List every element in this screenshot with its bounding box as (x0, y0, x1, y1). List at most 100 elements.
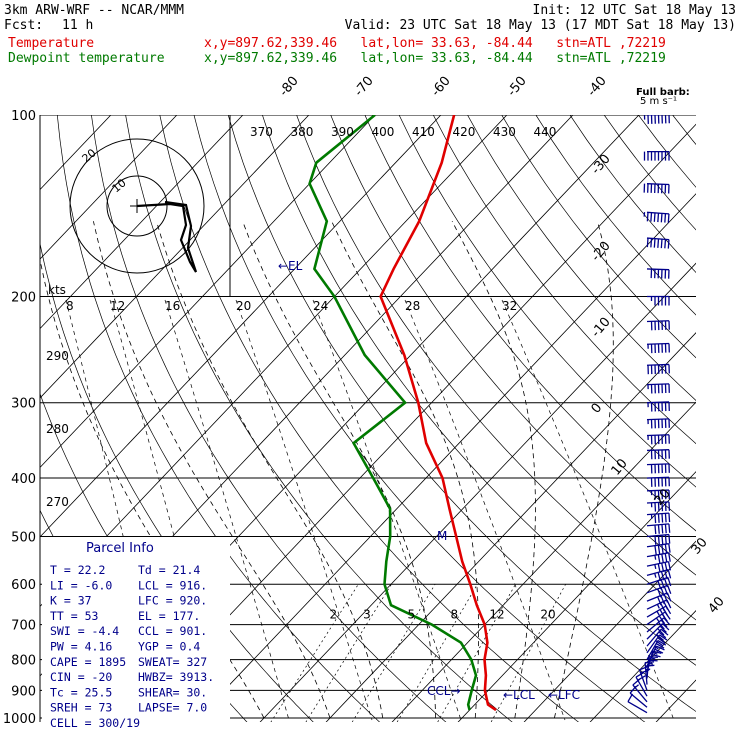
forecast-label: Fcst: (4, 18, 44, 33)
mixing-line-3 (305, 584, 392, 722)
isotherm-20 (457, 471, 696, 722)
pressure-label-500: 500 (11, 530, 36, 545)
mixing-line-2 (270, 584, 359, 722)
isotherm-0 (325, 332, 696, 722)
speed-curve-24 (312, 299, 462, 721)
wind-barb-flag-580-2 (660, 571, 665, 581)
wind-barb-flag-600-2 (660, 579, 665, 589)
wind-barb-flag-145-0 (667, 213, 670, 223)
mixing-line-8 (396, 584, 478, 722)
wind-barb-flag-760-0 (660, 628, 669, 636)
wind-barb-flag-160-1 (664, 239, 667, 249)
theta-label-390: 390 (331, 125, 354, 139)
temp-label--10: -10 (589, 315, 614, 341)
pressure-label-200: 200 (11, 291, 36, 306)
parcel-row-right-7: HWBZ= 3913. (138, 670, 214, 684)
wind-barb-flag-480-3 (657, 524, 660, 534)
isotherm-10 (391, 401, 696, 722)
pressure-label-400: 400 (11, 472, 36, 487)
wind-barb-960 (629, 692, 648, 708)
wind-barb-flag-540-1 (664, 553, 668, 563)
wind-barb-flag-520-4 (654, 545, 657, 555)
dry-adiabat-340 (262, 115, 696, 666)
wind-barb-380 (646, 463, 670, 466)
pressure-label-600: 600 (11, 578, 36, 593)
dry-adiabat-400 (467, 115, 696, 401)
hodograph-ring-20 (69, 138, 205, 274)
dry-adiabat-280 (56, 115, 381, 722)
forecast-hour: 11 h (62, 18, 94, 33)
wind-barb-flag-640-2 (660, 595, 665, 605)
parcel-row-left-2: K = 37 (50, 594, 92, 608)
dry-adiabat-360 (330, 115, 696, 576)
moist-adiabat-28 (451, 221, 536, 719)
wind-barb-flag-860-0 (648, 655, 658, 659)
wind-barb-flag-920-0 (635, 672, 645, 678)
wind-barb-flag-580-1 (664, 570, 668, 580)
wind-barb-480 (646, 523, 669, 527)
wind-barb-flag-145-1 (664, 213, 667, 223)
wind-barb-flag-480-0 (668, 523, 671, 533)
wind-barb-flag-840-2 (650, 657, 656, 660)
parcel-row-left-10: CELL = 300/19 (50, 716, 140, 730)
wind-barb-flag-620-1 (663, 586, 669, 596)
mixing-label-12: 12 (489, 608, 504, 622)
temp-label--40: -40 (585, 74, 610, 100)
moist-adiabat-0 (93, 221, 331, 719)
parcel-row-left-0: T = 22.2 (50, 563, 105, 577)
wind-barb-flag-520-1 (664, 544, 668, 554)
wind-barb-flag-940-1 (634, 684, 639, 689)
parcel-row-right-1: LCL = 916. (138, 578, 207, 592)
theta-left-label-290: 290 (46, 349, 69, 363)
wind-barb-flag-800-2 (654, 646, 659, 650)
speed-curve-16 (164, 299, 290, 721)
temp-label--30: -30 (589, 152, 614, 178)
wind-barb-flag-700-3 (655, 617, 660, 623)
wind-barb-flag-145-3 (657, 213, 660, 223)
wind-barb-flag-620-2 (660, 587, 665, 597)
wind-barb-flag-480-2 (661, 524, 664, 534)
mixing-line-12 (437, 584, 516, 722)
wind-barb-780 (646, 634, 661, 654)
parcel-info-title: Parcel Info (86, 541, 154, 556)
temp-label--20: -20 (589, 239, 614, 265)
isotherm--90 (40, 115, 310, 399)
temp-label--60: -60 (429, 74, 454, 100)
wind-barb-flag-540-0 (668, 552, 671, 562)
wind-barb-flag-500-2 (661, 535, 664, 545)
marker-annotation: M (437, 529, 447, 543)
pressure-label-100: 100 (11, 109, 36, 124)
wind-barb-flag-160-3 (657, 238, 660, 248)
dry-adiabat-370 (364, 115, 696, 532)
temp-label--70: -70 (352, 74, 377, 100)
moist-adiabat-34 (554, 221, 614, 719)
wind-barb-flag-145-6 (646, 212, 649, 222)
legend-dewpoint-name: Dewpoint temperature (8, 51, 165, 66)
theta-label-430: 430 (493, 125, 516, 139)
parcel-row-right-0: Td = 21.4 (138, 563, 200, 577)
wind-barb-flag-145-5 (650, 212, 653, 222)
wind-barb-flag-160-5 (650, 238, 653, 248)
wind-barb-flag-640-0 (666, 592, 672, 602)
dry-adiabat-380 (398, 115, 696, 488)
speed-curve-20 (235, 299, 373, 721)
wind-barb-flag-540-3 (657, 554, 661, 564)
kts-label: kts (48, 283, 66, 297)
moist-adiabat-8 (156, 221, 384, 719)
wind-barb-flag-520-0 (668, 543, 671, 553)
mixing-label-3: 3 (363, 608, 371, 622)
hodograph-label-20: 20 (80, 146, 99, 165)
legend-temperature-info: x,y=897.62,339.46 lat,lon= 33.63, -84.44… (204, 36, 666, 51)
legend-dewpoint-info: x,y=897.62,339.46 lat,lon= 33.63, -84.44… (204, 51, 666, 66)
parcel-row-right-2: LFC = 920. (138, 594, 207, 608)
legend-temperature-name: Temperature (8, 36, 95, 51)
wind-barb-800 (646, 640, 659, 660)
temp-label-30: 30 (689, 535, 711, 557)
wind-speed-label-8: 8 (66, 299, 74, 313)
hodograph-trace (136, 200, 198, 273)
isotherm-30 (523, 540, 696, 722)
wind-barb-flag-820-0 (656, 645, 665, 651)
parcel-row-left-3: TT = 53 (50, 609, 99, 623)
theta-label-400: 400 (372, 125, 395, 139)
isotherm--100 (40, 115, 244, 330)
